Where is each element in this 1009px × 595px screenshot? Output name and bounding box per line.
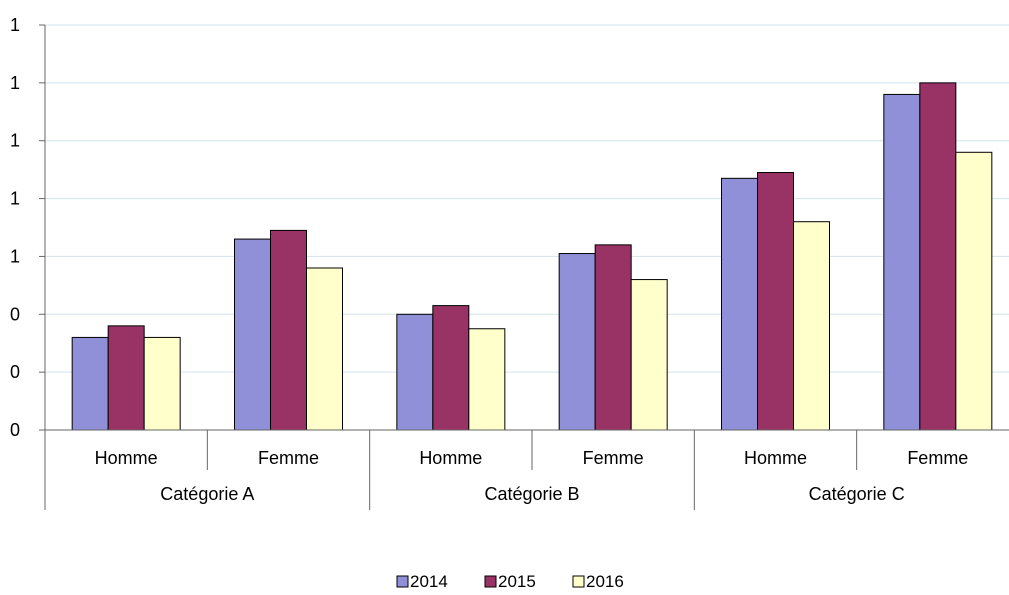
grid-lines xyxy=(45,24,1009,373)
x-group-label: Catégorie A xyxy=(160,484,254,504)
x-category-label: Homme xyxy=(744,448,807,468)
legend-label-2014: 2014 xyxy=(410,572,448,591)
y-tick-labels: 0 0 0 1 1 1 1 1 xyxy=(10,15,20,440)
y-tick-label: 0 xyxy=(10,362,20,382)
bar-2015-3 xyxy=(432,305,470,431)
legend-swatch-2014 xyxy=(396,575,409,588)
x-category-label: Homme xyxy=(95,448,158,468)
y-tick-label: 1 xyxy=(10,189,20,209)
x-category-labels: Homme Femme Homme Femme Homme FemmeCatégorie … xyxy=(95,448,969,504)
bar-2014-1 xyxy=(71,336,109,431)
x-group-label: Catégorie B xyxy=(484,484,579,504)
bar-2016-1 xyxy=(143,336,181,431)
bar-2015-6 xyxy=(919,82,957,431)
bar-2016-3 xyxy=(468,328,506,431)
bar-2016-4 xyxy=(630,279,668,431)
bar-2015-4 xyxy=(594,244,632,431)
bar-2014-4 xyxy=(558,253,596,431)
bar-2016-2 xyxy=(306,267,343,431)
y-tick-label: 1 xyxy=(10,15,20,35)
x-category-label: Femme xyxy=(258,448,319,468)
y-tick-label: 1 xyxy=(10,131,20,151)
legend-label-2016: 2016 xyxy=(586,572,624,591)
y-tick-label: 1 xyxy=(10,246,20,266)
bar-2015-1 xyxy=(107,325,145,431)
y-tick-label: 0 xyxy=(10,420,20,440)
bar-2016-5 xyxy=(793,221,830,431)
x-category-label: Femme xyxy=(907,448,968,468)
axes xyxy=(39,24,1009,510)
x-category-label: Femme xyxy=(583,448,644,468)
bar-2014-3 xyxy=(396,313,434,431)
y-tick-label: 1 xyxy=(10,73,20,93)
bar-2015-5 xyxy=(757,172,794,431)
y-tick-label: 0 xyxy=(10,304,20,324)
x-category-label: Homme xyxy=(419,448,482,468)
bar-2014-5 xyxy=(721,177,758,431)
legend-swatch-2015 xyxy=(484,575,497,588)
bar-2015-2 xyxy=(270,229,307,431)
bar-2014-6 xyxy=(883,93,921,431)
bar-2014-2 xyxy=(234,238,271,431)
bar-2016-6 xyxy=(955,151,993,431)
legend: 2014 2015 2016 xyxy=(396,572,624,591)
legend-swatch-2016 xyxy=(572,575,585,588)
bars xyxy=(71,82,993,431)
legend-label-2015: 2015 xyxy=(498,572,536,591)
x-group-label: Catégorie C xyxy=(809,484,905,504)
